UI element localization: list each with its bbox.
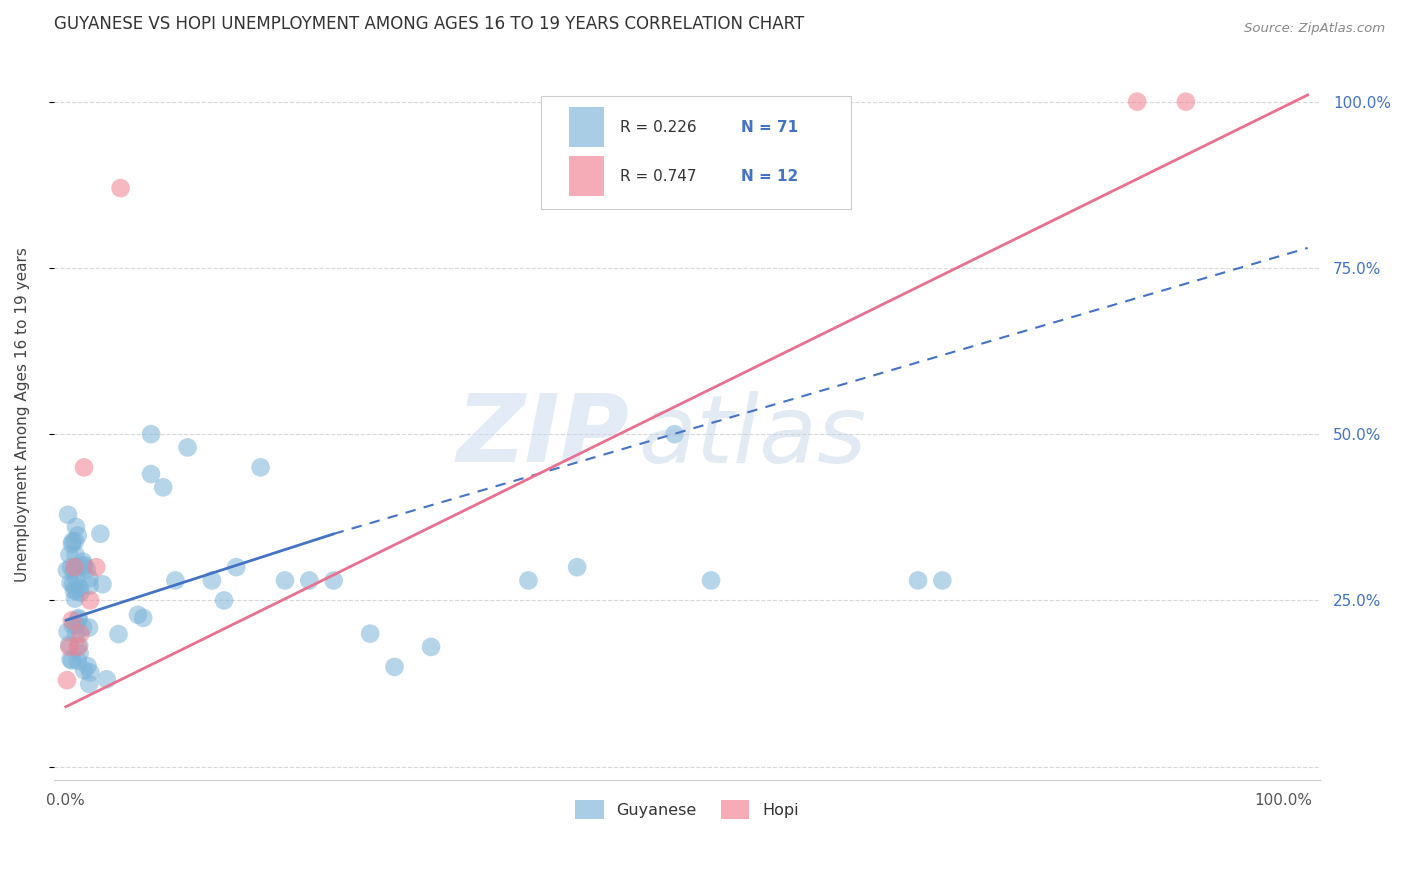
- Point: [79, 578, 101, 592]
- Point: [225, 560, 247, 574]
- Point: [65, 548, 87, 562]
- Point: [73, 559, 96, 574]
- Y-axis label: Unemployment Among Ages 16 to 19 years: Unemployment Among Ages 16 to 19 years: [15, 247, 30, 582]
- Point: [58, 638, 80, 652]
- Point: [60, 560, 83, 574]
- Point: [59, 575, 82, 590]
- Point: [56, 508, 79, 522]
- Text: R = 0.747: R = 0.747: [620, 169, 696, 184]
- Point: [359, 626, 381, 640]
- Point: [67, 611, 90, 625]
- Point: [65, 572, 87, 586]
- Point: [67, 613, 90, 627]
- Point: [1126, 95, 1149, 109]
- Legend: Guyanese, Hopi: Guyanese, Hopi: [567, 792, 807, 827]
- Point: [517, 574, 540, 588]
- Text: Source: ZipAtlas.com: Source: ZipAtlas.com: [1244, 22, 1385, 36]
- Point: [56, 673, 79, 688]
- Point: [298, 574, 321, 588]
- Point: [63, 591, 86, 606]
- Text: atlas: atlas: [638, 391, 868, 482]
- Point: [66, 654, 89, 668]
- Point: [664, 427, 686, 442]
- Point: [201, 574, 224, 588]
- Point: [62, 618, 84, 632]
- Point: [69, 581, 91, 595]
- Point: [63, 534, 86, 549]
- Point: [60, 537, 83, 551]
- Point: [62, 564, 84, 578]
- Point: [139, 427, 162, 442]
- Point: [77, 621, 100, 635]
- Point: [96, 673, 118, 687]
- Point: [79, 571, 101, 585]
- Point: [1174, 95, 1197, 109]
- Point: [107, 627, 129, 641]
- Point: [58, 640, 80, 654]
- Point: [69, 585, 91, 599]
- Point: [79, 665, 101, 680]
- Point: [67, 638, 90, 652]
- Point: [69, 646, 91, 660]
- Point: [62, 577, 84, 591]
- Point: [384, 660, 406, 674]
- Point: [132, 611, 155, 625]
- Point: [77, 677, 100, 691]
- Point: [66, 528, 89, 542]
- Point: [72, 558, 94, 572]
- Point: [62, 534, 84, 549]
- Point: [212, 593, 235, 607]
- Point: [76, 562, 98, 576]
- Point: [76, 659, 98, 673]
- Point: [700, 574, 723, 588]
- Point: [165, 574, 187, 588]
- Point: [79, 593, 101, 607]
- Point: [84, 560, 107, 574]
- Point: [89, 526, 111, 541]
- Text: N = 12: N = 12: [741, 169, 799, 184]
- Point: [110, 181, 132, 195]
- Point: [249, 460, 271, 475]
- Point: [69, 626, 91, 640]
- Point: [65, 520, 87, 534]
- Point: [931, 574, 953, 588]
- Point: [65, 627, 87, 641]
- Text: N = 71: N = 71: [741, 120, 799, 135]
- FancyBboxPatch shape: [569, 156, 605, 196]
- Point: [65, 618, 87, 632]
- Text: ZIP: ZIP: [457, 390, 630, 483]
- Point: [65, 584, 87, 599]
- Point: [56, 624, 79, 639]
- Point: [274, 574, 297, 588]
- Point: [152, 480, 174, 494]
- Point: [139, 467, 162, 481]
- Point: [91, 577, 114, 591]
- Point: [72, 555, 94, 569]
- Point: [565, 560, 588, 574]
- Point: [59, 652, 82, 666]
- Point: [176, 441, 198, 455]
- Point: [60, 653, 83, 667]
- FancyBboxPatch shape: [541, 96, 851, 210]
- Point: [72, 620, 94, 634]
- Point: [127, 607, 149, 622]
- Point: [420, 640, 443, 654]
- Point: [322, 574, 344, 588]
- Text: R = 0.226: R = 0.226: [620, 120, 696, 135]
- Point: [63, 560, 86, 574]
- Point: [66, 640, 89, 654]
- Point: [56, 563, 79, 577]
- Point: [60, 613, 83, 627]
- Point: [65, 560, 87, 574]
- Point: [58, 548, 80, 562]
- Point: [63, 583, 86, 598]
- Point: [73, 663, 96, 677]
- Point: [73, 460, 96, 475]
- FancyBboxPatch shape: [569, 107, 605, 147]
- Text: GUYANESE VS HOPI UNEMPLOYMENT AMONG AGES 16 TO 19 YEARS CORRELATION CHART: GUYANESE VS HOPI UNEMPLOYMENT AMONG AGES…: [53, 15, 804, 33]
- Point: [907, 574, 929, 588]
